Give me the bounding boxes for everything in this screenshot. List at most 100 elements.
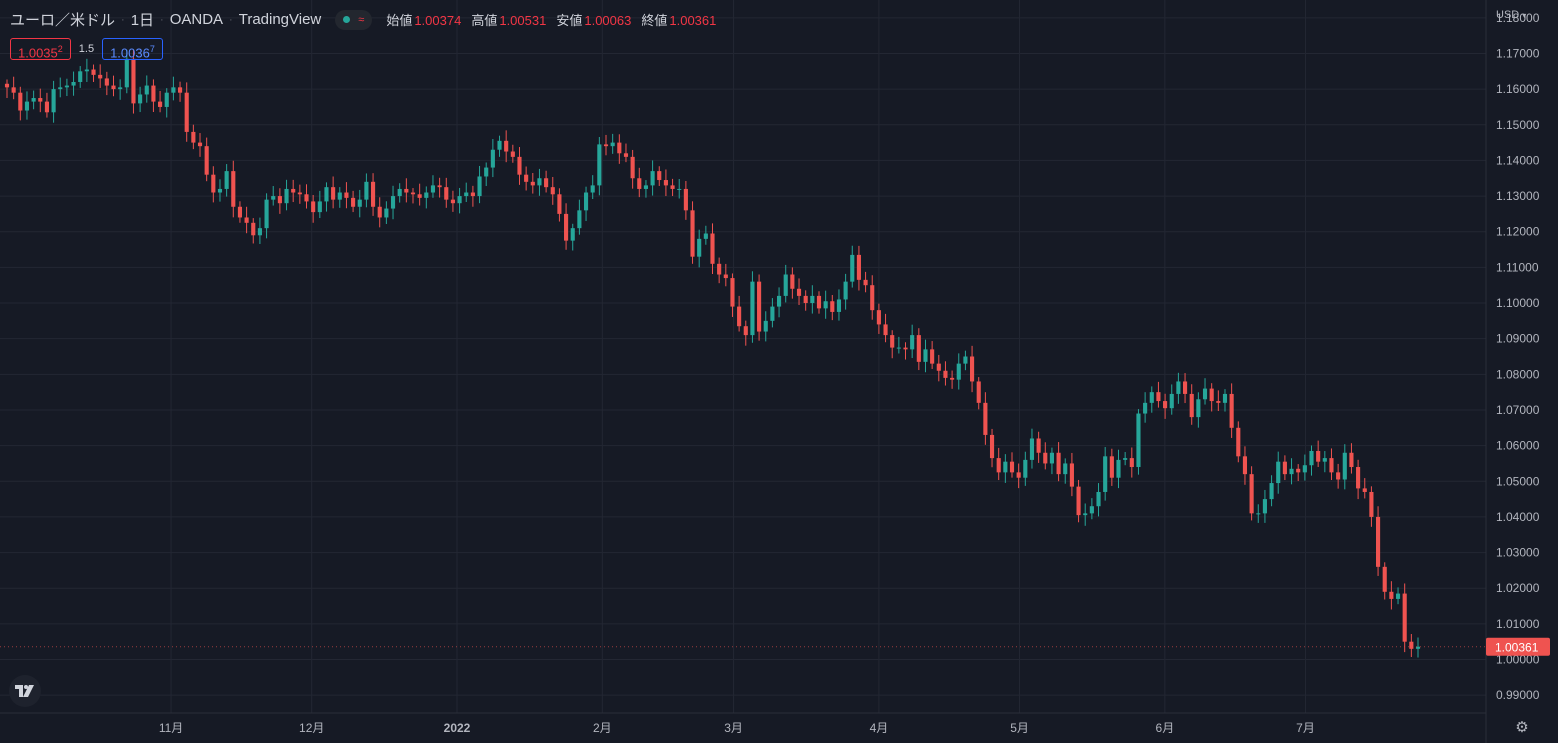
- candle-body: [1049, 452, 1055, 464]
- candle: [1342, 444, 1347, 490]
- candle: [743, 320, 748, 346]
- gear-icon[interactable]: ⚙: [1515, 719, 1529, 736]
- candle: [11, 76, 16, 100]
- candle: [510, 144, 515, 163]
- candle-body: [550, 187, 555, 195]
- candle-body: [1336, 472, 1341, 480]
- candle: [490, 139, 495, 178]
- candle: [617, 134, 622, 164]
- candle: [863, 271, 868, 293]
- time-axis[interactable]: 11月 12月 2022 2月 3月 4月 5月 6月 7月: [159, 721, 1315, 735]
- price-axis[interactable]: 1.18000 1.17000 1.16000 1.15000 1.14000 1.130…: [1496, 11, 1540, 702]
- candle: [191, 124, 196, 150]
- candle-body: [291, 188, 296, 193]
- sell-button[interactable]: 1.00352: [10, 38, 71, 60]
- candle-body: [583, 192, 589, 211]
- candle-body: [1415, 646, 1421, 649]
- candle-body: [58, 87, 63, 90]
- candle-body: [191, 131, 196, 143]
- candle-body: [1362, 488, 1367, 492]
- candle-body: [963, 356, 968, 364]
- candle: [1349, 443, 1354, 474]
- candle: [297, 184, 302, 204]
- candle-body: [697, 238, 702, 257]
- candle-body: [883, 324, 888, 336]
- candle-body: [244, 217, 249, 223]
- x-tick-label: 12月: [299, 721, 324, 735]
- buy-button[interactable]: 1.00367: [102, 38, 163, 60]
- tradingview-logo-icon[interactable]: [9, 675, 41, 707]
- low-value: 1.00063: [584, 13, 632, 28]
- candle: [124, 49, 129, 94]
- candle-body: [124, 58, 129, 88]
- candle: [544, 170, 549, 193]
- candle-body: [1276, 461, 1281, 484]
- candle-body: [863, 279, 868, 286]
- candle-body: [677, 188, 682, 190]
- candle-body: [390, 196, 396, 209]
- candle-body: [996, 458, 1001, 473]
- candle-body: [603, 144, 609, 147]
- candle-body: [1216, 401, 1221, 403]
- candle: [144, 75, 149, 103]
- candle-body: [417, 194, 422, 198]
- candle: [24, 91, 30, 120]
- candle: [1076, 479, 1081, 523]
- candle: [291, 179, 296, 203]
- candle: [317, 190, 322, 219]
- interval-label[interactable]: 1日: [130, 12, 155, 29]
- candle-body: [38, 98, 43, 102]
- candle-body: [1402, 593, 1407, 642]
- candle-body: [197, 142, 203, 147]
- candle-body: [331, 187, 336, 200]
- candle: [630, 149, 635, 189]
- candle: [783, 264, 788, 303]
- currency-selector[interactable]: USD ▾: [1496, 9, 1526, 21]
- candle-body: [477, 176, 482, 197]
- candle-body: [663, 180, 668, 186]
- close-label: 終値: [641, 13, 668, 28]
- candle-body: [277, 196, 282, 204]
- candle-body: [164, 92, 169, 107]
- candle-body: [776, 295, 782, 307]
- candle-body: [770, 306, 775, 321]
- y-tick-label: 1.18000: [1496, 11, 1540, 25]
- candle: [850, 245, 855, 288]
- market-status[interactable]: ≈: [335, 9, 373, 30]
- candle: [277, 188, 282, 214]
- candle: [1123, 452, 1128, 466]
- symbol-name[interactable]: ユーロ／米ドル: [10, 12, 116, 29]
- candle: [237, 201, 243, 223]
- candle: [1336, 463, 1341, 489]
- candle-body: [1189, 393, 1194, 418]
- candle: [151, 79, 156, 112]
- candle-body: [78, 71, 83, 82]
- candle: [231, 160, 236, 218]
- candle-body: [171, 87, 176, 93]
- candle: [477, 165, 482, 204]
- candle: [870, 275, 875, 320]
- candle-body: [1023, 459, 1028, 478]
- candle-body: [1262, 499, 1267, 514]
- candle: [763, 311, 768, 342]
- candle: [351, 190, 356, 213]
- candle-body: [670, 185, 675, 189]
- candle-body: [264, 199, 269, 229]
- candle: [683, 180, 688, 220]
- candle: [1382, 562, 1387, 600]
- candle: [1402, 583, 1407, 653]
- candle: [1369, 486, 1374, 527]
- candle-body: [257, 228, 262, 236]
- candle: [836, 289, 842, 321]
- candle: [377, 197, 382, 228]
- candle: [51, 80, 56, 123]
- candle-body: [830, 301, 835, 312]
- candle-body: [976, 381, 981, 403]
- candle-body: [836, 299, 842, 312]
- candle: [597, 137, 602, 196]
- high-label: 高値: [471, 13, 498, 28]
- candle: [524, 166, 529, 191]
- candle-body: [24, 101, 30, 111]
- candle-body: [251, 222, 256, 236]
